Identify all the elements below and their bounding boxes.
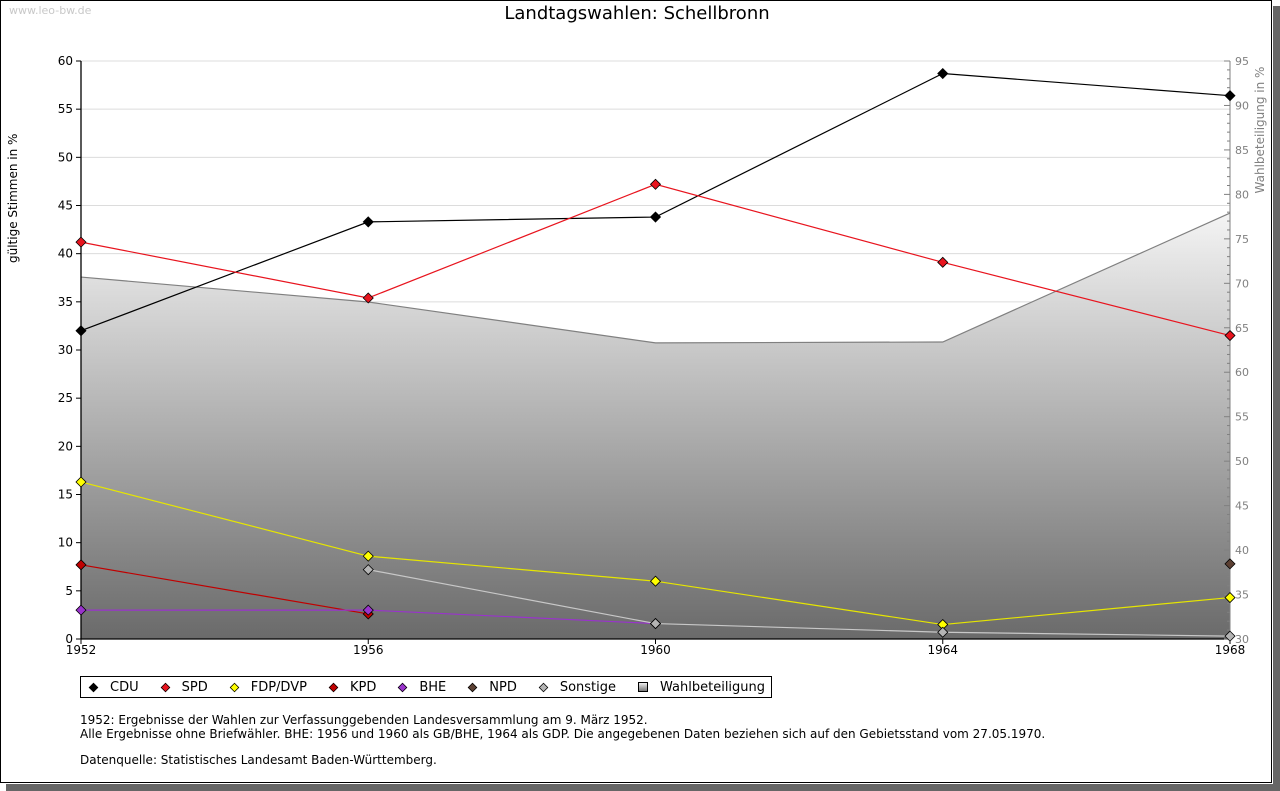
note-general: Alle Ergebnisse ohne Briefwähler. BHE: 1…	[80, 727, 1046, 741]
y-tick-label: 45	[58, 199, 73, 213]
chart-title: Landtagswahlen: Schellbronn	[504, 3, 770, 24]
y-tick-label: 25	[58, 391, 73, 405]
legend-label: FDP/DVP	[250, 679, 307, 695]
notes: 1952: Ergebnisse der Wahlen zur Verfassu…	[80, 713, 1045, 767]
y2-tick-label: 90	[1235, 99, 1249, 112]
y2-tick-label: 95	[1235, 55, 1249, 68]
legend-item-kpd: KPD	[328, 679, 377, 695]
frame-shadow-bottom	[6, 784, 1280, 791]
data-point-spd	[937, 256, 949, 268]
watermark: www.leo-bw.de	[9, 4, 92, 17]
y-tick-label: 0	[65, 632, 73, 646]
data-point-cdu	[937, 67, 949, 80]
axes-layer: 0 5 10 15 20 25 30 35 40 45 50 55 60 1952 1956 1960 1964…	[58, 54, 1249, 657]
y2-tick-label: 45	[1235, 500, 1249, 513]
legend-label: CDU	[110, 679, 139, 695]
data-point-cdu	[75, 325, 87, 337]
y2-tick-label: 65	[1235, 322, 1249, 335]
legend-item-sonstige: Sonstige	[538, 679, 617, 695]
chart-canvas: 0 5 10 15 20 25 30 35 40 45 50 55 60 1952 1956 1960 1964…	[58, 54, 1267, 657]
legend-item-cdu: CDU	[88, 679, 139, 695]
legend-label: KPD	[349, 679, 377, 695]
y-tick-label: 30	[58, 343, 73, 357]
turnout-area-layer	[80, 212, 1231, 639]
y2-tick-label: 35	[1235, 589, 1249, 602]
legend-diamond-icon	[160, 682, 170, 692]
legend-item-fdp-dvp: FDP/DVP	[229, 679, 307, 695]
data-point-npd	[1224, 558, 1236, 570]
data-point-fdp-dvp	[649, 575, 662, 587]
data-point-kpd	[75, 559, 87, 571]
y-tick-label: 50	[58, 150, 73, 164]
turnout-line	[80, 212, 1231, 344]
y2-tick-label: 70	[1235, 277, 1249, 290]
y2-tick-label: 55	[1235, 411, 1249, 424]
y2-tick-label: 40	[1235, 544, 1249, 557]
legend-diamond-icon	[467, 682, 478, 692]
data-point-sonstige	[937, 626, 949, 638]
legend-diamond-icon	[88, 682, 99, 692]
data-point-sonstige	[1224, 630, 1236, 642]
data-point-cdu	[362, 216, 374, 228]
data-point-spd	[75, 236, 87, 248]
data-point-sonstige	[362, 564, 374, 576]
legend-item-spd: SPD	[160, 679, 208, 695]
y2-axis-label: Wahlbeteiligung in %	[1253, 67, 1267, 194]
y-tick-label: 15	[58, 488, 73, 502]
data-point-fdp-dvp	[362, 550, 374, 562]
legend-item-npd: NPD	[467, 679, 517, 695]
legend-square-icon	[638, 682, 649, 692]
data-point-spd	[1224, 329, 1236, 342]
y-tick-label: 20	[58, 439, 73, 453]
legend-item-bhe: BHE	[398, 680, 446, 695]
legend-label: SPD	[181, 679, 208, 695]
turnout-area	[81, 213, 1230, 639]
y-tick-label: 5	[65, 584, 73, 598]
data-point-cdu	[1224, 90, 1236, 102]
series-line-sonstige	[368, 569, 1231, 637]
legend-label: Sonstige	[559, 679, 617, 695]
y-tick-label: 55	[58, 102, 73, 116]
y2-tick-label: 85	[1235, 144, 1249, 157]
legend-diamond-icon	[538, 682, 549, 692]
data-point-fdp-dvp	[75, 476, 87, 488]
series-line-kpd	[80, 564, 369, 615]
frame-shadow-right	[1273, 6, 1280, 791]
legend-diamond-icon	[229, 682, 239, 692]
data-source: Datenquelle: Statistisches Landesamt Bad…	[80, 753, 437, 767]
legend-diamond-icon	[328, 682, 339, 692]
note-1952: 1952: Ergebnisse der Wahlen zur Verfassu…	[80, 713, 648, 727]
legend-item-wahlbeteiligung: Wahlbeteiligung	[638, 680, 765, 695]
x-tick-label: 1968	[1215, 643, 1246, 657]
legend-label: NPD	[489, 679, 517, 695]
y2-tick-label: 60	[1235, 366, 1249, 379]
data-point-sonstige	[649, 618, 662, 630]
x-tick-label: 1960	[640, 643, 671, 657]
y-tick-label: 10	[58, 536, 73, 550]
legend: CDU SPD FDP/DVP KPD BHE NPD Sonstige Wahlbeteil…	[80, 676, 773, 698]
y-tick-label: 60	[58, 54, 73, 68]
series-markers-layer	[75, 67, 1236, 642]
data-point-bhe	[362, 604, 374, 616]
data-point-fdp-dvp	[1224, 592, 1236, 604]
legend-label: Wahlbeteiligung	[660, 679, 766, 695]
y-axis-label: gültige Stimmen in %	[6, 133, 20, 263]
data-point-bhe	[75, 604, 87, 616]
legend-diamond-icon	[398, 682, 408, 692]
data-point-spd	[649, 178, 662, 190]
x-tick-label: 1956	[353, 643, 384, 657]
y2-tick-label: 30	[1235, 633, 1249, 646]
legend-label: BHE	[419, 679, 447, 695]
y-tick-label: 35	[58, 295, 73, 309]
data-point-cdu	[649, 211, 662, 223]
y-tick-label: 40	[58, 247, 73, 261]
y2-tick-label: 80	[1235, 188, 1249, 201]
y2-tick-label: 75	[1235, 233, 1249, 246]
x-tick-label: 1952	[66, 643, 97, 657]
data-point-spd	[362, 292, 374, 304]
x-tick-label: 1964	[927, 643, 958, 657]
y2-tick-label: 50	[1235, 455, 1249, 468]
